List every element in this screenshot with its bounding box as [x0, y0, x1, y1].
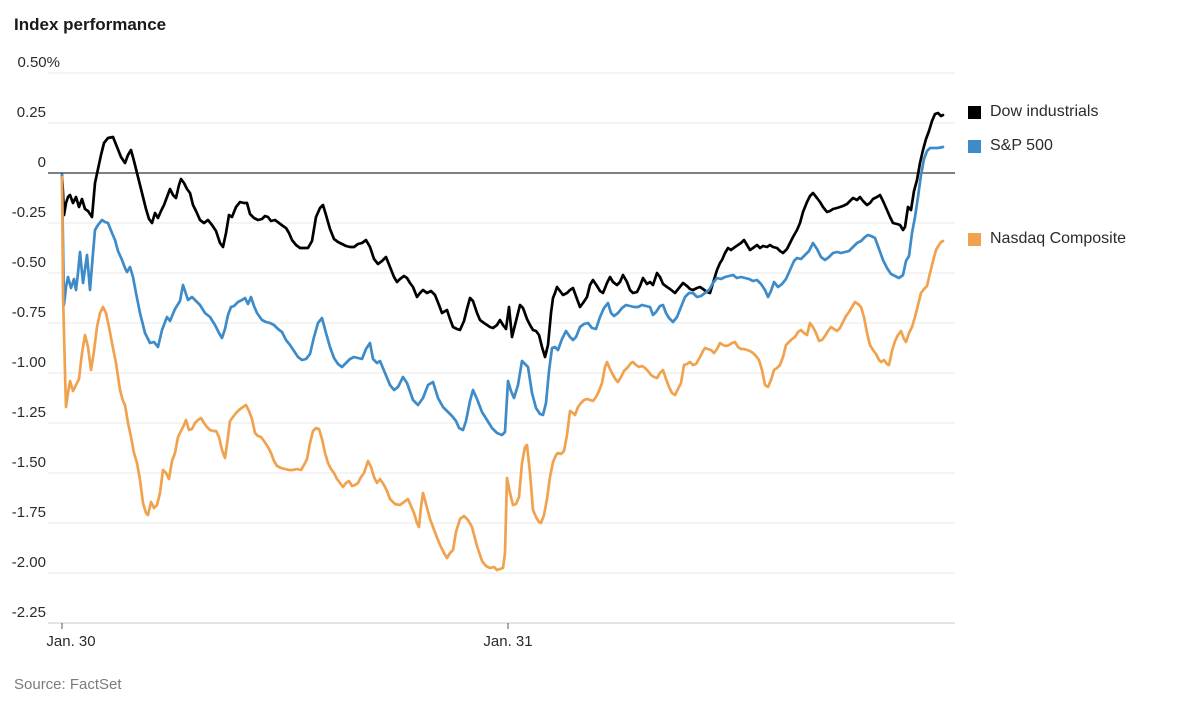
legend-label: Nasdaq Composite [990, 230, 1127, 247]
y-tick-label: -1.00 [12, 354, 46, 371]
legend-item-sp500: S&P 500 [968, 136, 1053, 156]
series-line-nasdaq-composite [60, 175, 945, 572]
y-tick-label: -2.00 [12, 554, 46, 571]
y-tick-label: -1.50 [12, 454, 46, 471]
y-tick-label: 0 [38, 154, 46, 171]
y-tick-label: -1.75 [12, 504, 46, 521]
x-tick-label: Jan. 31 [483, 633, 532, 650]
dow-swatch-icon [968, 105, 981, 119]
legend-item-dow: Dow industrials [968, 102, 1098, 122]
x-tick-label: Jan. 30 [46, 633, 95, 650]
y-tick-label: 0.50% [17, 54, 60, 71]
y-tick-label: -2.25 [12, 604, 46, 621]
sp500-swatch-icon [968, 139, 981, 153]
series-line-s-p-500 [60, 145, 945, 437]
y-tick-label: -1.25 [12, 404, 46, 421]
legend-label: Dow industrials [990, 103, 1099, 120]
y-tick-label: -0.75 [12, 304, 46, 321]
nasdaq-swatch-icon [968, 232, 981, 246]
legend-label: S&P 500 [990, 137, 1053, 154]
series-line-dow-industrials [60, 111, 945, 359]
chart-title: Index performance [14, 15, 167, 34]
y-tick-label: -0.25 [12, 204, 46, 221]
y-tick-label: -0.50 [12, 254, 46, 271]
source-attribution: Source: FactSet [14, 676, 122, 693]
legend-item-nasdaq: Nasdaq Composite [968, 229, 1126, 249]
y-tick-label: 0.25 [17, 104, 46, 121]
